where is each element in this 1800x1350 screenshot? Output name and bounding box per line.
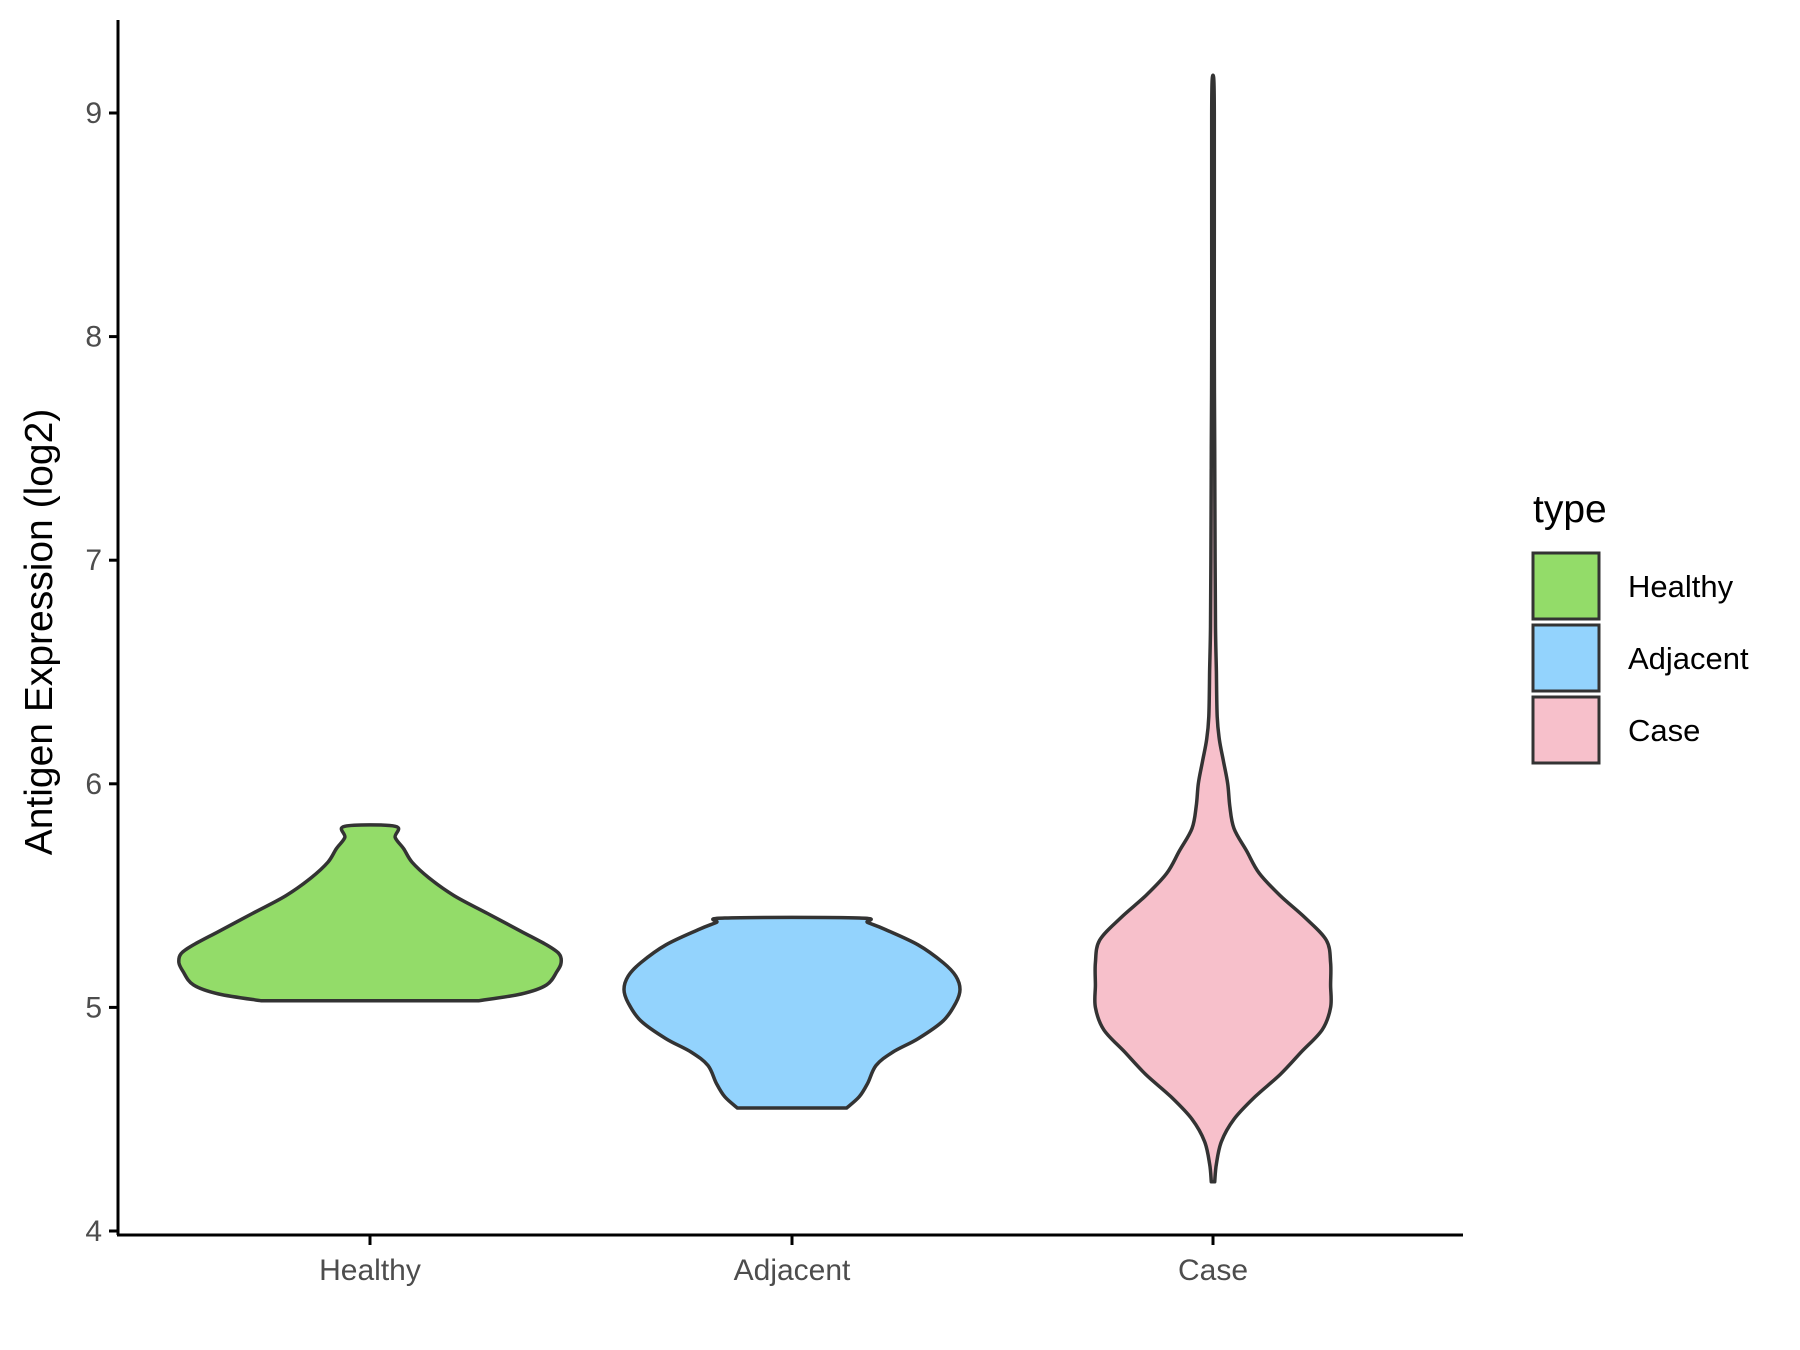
legend-label-healthy: Healthy — [1628, 569, 1734, 604]
x-tick-label-case: Case — [1178, 1254, 1248, 1287]
violin-case — [1093, 73, 1333, 1184]
violin-adjacent — [622, 915, 962, 1110]
y-tick-label: 7 — [85, 544, 102, 577]
axes — [116, 20, 1463, 1237]
y-tick-label: 4 — [85, 1215, 102, 1248]
legend-label-case: Case — [1628, 713, 1700, 748]
legend: type Healthy Adjacent Case — [1531, 488, 1749, 765]
y-ticks: 4 5 6 7 8 9 — [85, 97, 118, 1248]
x-ticks: Healthy Adjacent Case — [319, 1235, 1248, 1287]
legend-swatch-case — [1531, 695, 1601, 765]
legend-title: type — [1533, 488, 1607, 531]
x-tick-label-healthy: Healthy — [319, 1254, 421, 1287]
legend-label-adjacent: Adjacent — [1628, 641, 1749, 676]
legend-swatch-healthy — [1531, 551, 1601, 621]
x-tick-label-adjacent: Adjacent — [734, 1254, 851, 1287]
y-tick-label: 6 — [85, 768, 102, 801]
violin-group — [177, 73, 1333, 1184]
y-tick-label: 8 — [85, 321, 102, 354]
legend-swatch-adjacent — [1531, 623, 1601, 693]
violin-healthy — [177, 823, 564, 1003]
y-tick-label: 5 — [85, 991, 102, 1024]
y-tick-label: 9 — [85, 97, 102, 130]
y-axis-title: Antigen Expression (log2) — [18, 409, 61, 856]
